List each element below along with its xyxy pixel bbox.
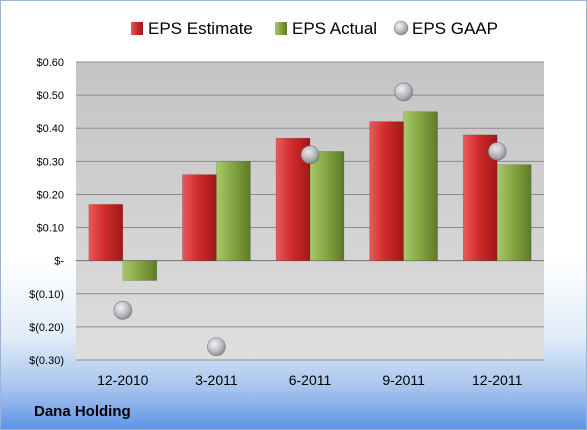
y-tick-label: $0.30 bbox=[36, 156, 64, 168]
eps-gaap-marker bbox=[394, 82, 414, 102]
y-tick-label: $0.50 bbox=[36, 90, 64, 102]
eps-gaap-marker bbox=[300, 145, 320, 165]
legend-swatch bbox=[393, 20, 409, 36]
x-tick-label: 6-2011 bbox=[289, 372, 332, 388]
eps-estimate-bar bbox=[182, 174, 217, 261]
legend-swatch bbox=[275, 22, 287, 35]
eps-gaap-marker bbox=[206, 337, 226, 357]
eps-actual-bar bbox=[309, 151, 345, 261]
eps-actual-bar bbox=[216, 161, 251, 261]
y-tick-label: $0.60 bbox=[36, 57, 64, 69]
x-tick-label: 3-2011 bbox=[195, 372, 238, 388]
x-tick-label: 9-2011 bbox=[382, 372, 425, 388]
legend-label: EPS Actual bbox=[292, 19, 377, 38]
x-tick-label: 12-2010 bbox=[97, 372, 149, 388]
eps-actual-bar bbox=[496, 164, 532, 261]
legend-label: EPS Estimate bbox=[148, 19, 253, 38]
eps-actual-bar bbox=[122, 260, 158, 281]
y-tick-label: $0.20 bbox=[36, 189, 64, 201]
eps-estimate-bar bbox=[369, 121, 404, 261]
legend-label: EPS GAAP bbox=[412, 19, 498, 38]
y-tick-label: $0.40 bbox=[36, 123, 64, 135]
y-tick-label: $- bbox=[54, 256, 64, 268]
legend-swatch bbox=[131, 22, 143, 35]
eps-actual-bar bbox=[403, 111, 438, 261]
company-name: Dana Holding bbox=[34, 403, 131, 420]
y-tick-label: $(0.20) bbox=[29, 322, 64, 334]
y-tick-label: $0.10 bbox=[36, 223, 64, 235]
eps-gaap-marker bbox=[487, 141, 507, 161]
y-tick-label: $(0.30) bbox=[29, 355, 64, 367]
y-tick-label: $(0.10) bbox=[29, 289, 64, 301]
eps-estimate-bar bbox=[88, 204, 124, 261]
eps-gaap-marker bbox=[113, 300, 133, 320]
x-tick-label: 12-2011 bbox=[472, 372, 523, 388]
